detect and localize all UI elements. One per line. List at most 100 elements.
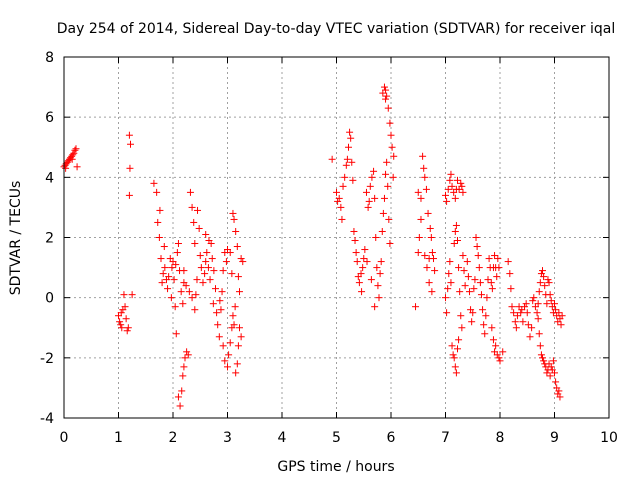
data-point [125, 191, 133, 199]
data-point [125, 131, 133, 139]
data-point [122, 315, 130, 323]
data-point [482, 312, 490, 320]
data-point [552, 306, 560, 314]
data-point [524, 321, 532, 329]
data-point [382, 170, 390, 178]
y-axis-label: SDTVAR / TECUs [8, 181, 24, 296]
data-point [539, 267, 547, 275]
data-point [450, 354, 458, 362]
data-point [383, 158, 391, 166]
data-point [557, 321, 565, 329]
data-point [202, 258, 210, 266]
data-point [69, 151, 77, 159]
data-point [428, 249, 436, 257]
data-point [551, 369, 558, 377]
data-point [456, 288, 464, 296]
data-markers [60, 83, 566, 410]
data-point [445, 270, 453, 278]
data-point [443, 197, 451, 205]
data-point [443, 309, 451, 317]
data-point [417, 215, 425, 223]
data-point [442, 191, 449, 199]
data-point [536, 279, 544, 287]
data-point [472, 234, 480, 241]
data-point [161, 264, 169, 272]
data-point [353, 258, 361, 266]
data-point [351, 237, 359, 245]
data-point [217, 306, 225, 314]
data-point [160, 243, 168, 251]
data-point [377, 258, 385, 266]
data-point [230, 215, 238, 223]
data-point [235, 324, 243, 332]
y-tick-labels: -4 -2 0 2 4 6 8 [40, 50, 54, 427]
data-point [385, 215, 393, 223]
data-point [204, 264, 212, 272]
x-tick-label: 8 [496, 430, 505, 446]
data-point [184, 351, 192, 359]
data-point [178, 387, 186, 395]
data-point [201, 270, 209, 278]
data-point [199, 279, 207, 287]
data-point [412, 303, 420, 311]
data-point [428, 288, 436, 296]
data-point [120, 291, 128, 299]
data-point [229, 209, 237, 217]
data-point [492, 342, 500, 350]
data-point [205, 237, 213, 245]
data-point [212, 285, 220, 293]
data-point [194, 206, 202, 214]
y-tick-label: 0 [45, 291, 54, 307]
data-point [210, 267, 218, 275]
chart-title: Day 254 of 2014, Sidereal Day-to-day VTE… [57, 21, 615, 37]
data-point [555, 309, 563, 317]
data-point [442, 294, 449, 302]
data-point [191, 306, 199, 314]
data-point [447, 279, 455, 287]
data-point [455, 264, 463, 272]
data-point [390, 152, 398, 160]
data-point [540, 273, 548, 281]
data-point [213, 309, 221, 317]
x-tick-label: 1 [114, 430, 123, 446]
data-point [231, 303, 239, 311]
data-point [451, 363, 459, 371]
data-point [196, 252, 204, 260]
data-point [218, 288, 226, 296]
data-point [180, 363, 188, 371]
data-point [370, 167, 378, 175]
data-point [447, 170, 455, 178]
data-point [526, 333, 534, 341]
data-point [476, 279, 484, 287]
data-point [424, 209, 432, 217]
data-point [186, 188, 194, 196]
data-point [378, 227, 386, 235]
data-point [232, 369, 240, 377]
data-point [183, 348, 191, 356]
data-point [387, 131, 395, 139]
data-point [168, 264, 176, 272]
data-point [153, 188, 161, 196]
data-point [555, 387, 563, 395]
data-point [126, 164, 134, 172]
data-point [535, 288, 543, 296]
x-tick-label: 3 [223, 430, 232, 446]
data-point [123, 327, 131, 335]
data-point [540, 357, 548, 365]
data-point [124, 324, 132, 332]
data-point [174, 240, 182, 248]
data-point [419, 152, 427, 160]
data-point [547, 297, 555, 305]
data-point [234, 342, 242, 350]
data-point [457, 312, 465, 320]
data-point [495, 354, 503, 362]
data-point [154, 218, 162, 226]
data-point [174, 393, 182, 401]
data-point [150, 179, 158, 187]
data-point [495, 264, 503, 272]
data-point [534, 315, 542, 323]
data-point [506, 270, 514, 278]
data-point [180, 267, 188, 275]
data-point [534, 300, 542, 308]
data-point [224, 246, 231, 254]
